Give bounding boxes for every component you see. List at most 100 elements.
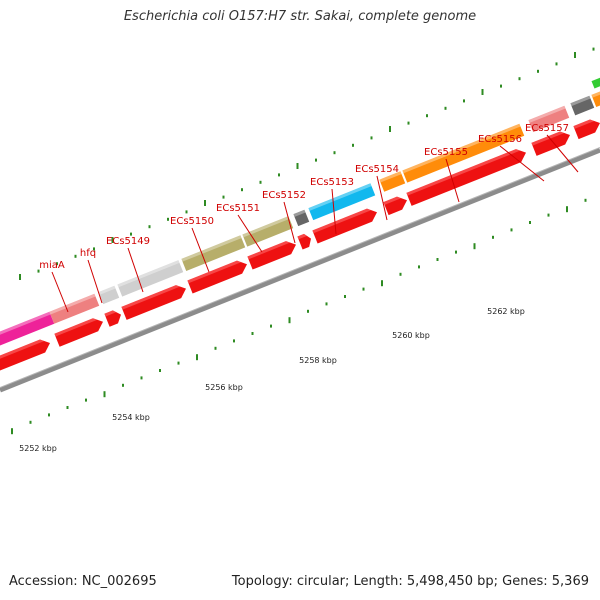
tick-marks-lower xyxy=(11,198,587,435)
feature-shine xyxy=(98,285,116,295)
label-leader-line xyxy=(237,214,263,253)
cds-arrow-body xyxy=(247,241,297,270)
feature-block xyxy=(181,235,246,271)
cds-arrow xyxy=(573,119,600,140)
label-leader-line xyxy=(331,188,337,235)
cds-arrow xyxy=(312,208,378,244)
cds-arrow-shine xyxy=(573,119,595,129)
feature-shine xyxy=(379,171,402,183)
salmon-feature xyxy=(528,105,570,133)
feature-shine xyxy=(49,293,96,315)
feature-shine xyxy=(242,216,290,238)
cds-arrow-body xyxy=(121,285,187,320)
cds-arrow-shine xyxy=(531,131,565,146)
label-leader-line xyxy=(127,247,144,293)
feature-shine xyxy=(402,123,521,174)
light-gray-feature xyxy=(98,285,120,305)
cds-arrow xyxy=(0,339,51,374)
cds-arrow-body xyxy=(187,260,248,294)
gene-label: ECs5154 xyxy=(355,164,399,175)
dark-gray-feature xyxy=(570,95,595,116)
cds-arrow xyxy=(104,310,122,327)
cds-arrow xyxy=(121,285,187,320)
label-leader-line xyxy=(546,134,579,173)
cds-arrow-shine xyxy=(247,241,291,260)
cds-arrow-body xyxy=(573,119,600,140)
gene-label: ECs5152 xyxy=(262,190,306,201)
genome-summary-text: Topology: circular; Length: 5,498,450 bp… xyxy=(231,574,589,589)
label-leader-line xyxy=(51,271,69,313)
scale-label: 5260 kbp xyxy=(392,331,430,340)
gene-label: hfq xyxy=(80,248,96,259)
feature-shine xyxy=(308,183,372,211)
scale-labels: 5252 kbp 5254 kbp 5256 kbp 5258 kbp 5260 kbp… xyxy=(19,307,525,453)
cds-arrow-shine xyxy=(121,285,181,310)
feature-block xyxy=(591,76,600,89)
cyan-feature xyxy=(308,183,376,221)
label-leader-line xyxy=(87,259,103,304)
scale-label: 5256 kbp xyxy=(205,383,243,392)
gene-label: ECs5156 xyxy=(478,134,522,145)
backbone-line xyxy=(0,147,600,393)
feature-block xyxy=(402,123,525,183)
cds-arrow-shine xyxy=(104,310,117,317)
cds-arrow xyxy=(406,149,526,206)
cds-track xyxy=(0,119,600,374)
cds-arrow xyxy=(297,233,312,250)
gene-label: ECs5157 xyxy=(525,123,569,134)
cds-arrow-body xyxy=(0,339,51,374)
gene-label: ECs5155 xyxy=(424,147,468,158)
cds-arrow xyxy=(383,196,408,216)
feature-shine xyxy=(293,209,306,217)
label-leader-line xyxy=(376,175,388,221)
cds-arrow-shine xyxy=(54,318,98,337)
cds-arrow-shine xyxy=(383,196,402,205)
feature-block xyxy=(591,88,600,107)
feature-shine xyxy=(181,235,242,262)
cds-arrow xyxy=(187,260,248,294)
olive-feature xyxy=(242,216,294,247)
genome-backbone xyxy=(0,147,600,393)
cds-arrow xyxy=(54,318,104,347)
cds-arrow-body xyxy=(406,149,526,206)
feature-block xyxy=(0,311,55,349)
feature-block xyxy=(379,171,406,192)
label-leader-line xyxy=(283,201,296,244)
feature-block xyxy=(308,183,376,221)
label-leader-line xyxy=(191,227,210,273)
salmon-feature xyxy=(49,293,100,324)
feature-tracks xyxy=(0,76,600,349)
accession-text: Accession: NC_002695 xyxy=(9,574,157,589)
pink-feature xyxy=(0,311,55,349)
cds-arrow-shine xyxy=(297,233,307,240)
cds-arrow xyxy=(247,241,297,270)
scale-label: 5258 kbp xyxy=(299,356,337,365)
cds-arrow xyxy=(531,131,570,156)
tick-marks-upper xyxy=(19,47,595,280)
gene-label: ECs5150 xyxy=(170,216,214,227)
orange-feature xyxy=(379,171,406,192)
label-leaders xyxy=(51,134,579,313)
cds-arrow-shine xyxy=(312,208,372,234)
label-leader-line xyxy=(499,145,545,182)
gene-label: miaA xyxy=(39,260,65,271)
cds-arrow-body xyxy=(297,233,312,250)
feature-shine xyxy=(570,95,591,107)
gene-label: ECs5151 xyxy=(216,203,260,214)
label-leader-line xyxy=(445,158,460,203)
cds-arrow-body xyxy=(312,208,378,244)
cds-arrow-body xyxy=(531,131,570,156)
gene-label: ECs5153 xyxy=(310,177,354,188)
feature-shine xyxy=(528,105,566,123)
feature-block xyxy=(293,209,310,227)
feature-block xyxy=(528,105,570,133)
gene-label: ECs5149 xyxy=(106,236,150,247)
feature-shine xyxy=(117,260,180,288)
dark-gray-feature xyxy=(293,209,310,227)
map-title: Escherichia coli O157:H7 str. Sakai, com… xyxy=(123,9,477,24)
cds-arrow-shine xyxy=(0,339,45,364)
feature-block xyxy=(570,95,595,116)
scale-label: 5252 kbp xyxy=(19,444,57,453)
